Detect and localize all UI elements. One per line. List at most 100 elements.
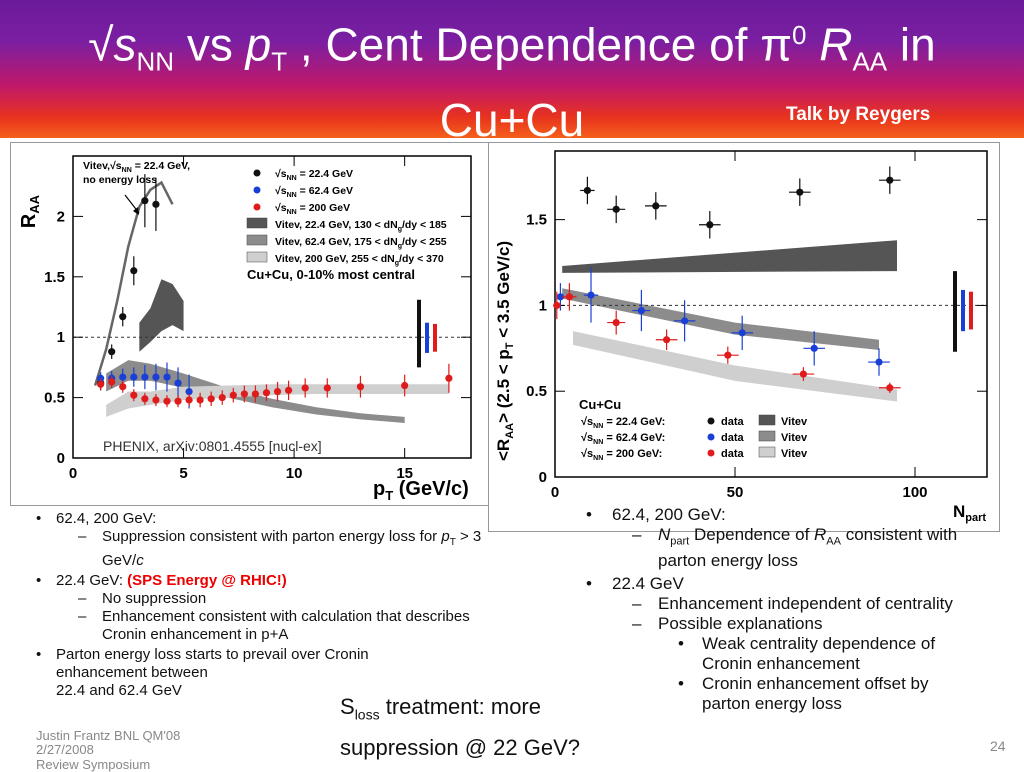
l-point-1	[163, 373, 171, 381]
left-chart: 0 5 10 15 0 0.5 1 1.5 2 √sNN = 22.4 GeV √sNN = 62…	[18, 155, 472, 503]
title-p: p	[245, 18, 272, 71]
r-point-2	[724, 351, 732, 359]
left-legend-label: √sNN = 22.4 GeV	[275, 168, 353, 182]
right-legend-label: √sNN = 22.4 GeV:	[581, 416, 665, 430]
right-bullet-2a: Enhancement independent of centrality	[570, 594, 958, 614]
left-legend-swatch	[246, 217, 268, 229]
right-chart-frame: 0 50 100 0 0.5 1 1.5 √sNN = 22.4 GeV: data Vitev…	[488, 142, 1000, 532]
l-point-2	[141, 395, 149, 403]
l-point-2	[273, 387, 282, 396]
left-source: PHENIX, arXiv:0801.4555 [nucl-ex]	[103, 438, 322, 454]
footer-date: 2/27/2008	[36, 742, 94, 757]
title-s: s	[113, 18, 137, 71]
right-legend-data-label: data	[721, 448, 745, 460]
slide-title: √sNN vs pT , Cent Dependence of π0 RAA i…	[0, 6, 1024, 149]
l-plot-frame	[72, 155, 472, 459]
l-point-2	[251, 390, 260, 398]
title-rest: , Cent Dependence of π	[287, 18, 792, 71]
l-point-2	[323, 384, 331, 392]
l-xtick-label: 0	[69, 465, 77, 482]
right-chart: 0 50 100 0 0.5 1 1.5 √sNN = 22.4 GeV: data Vitev…	[494, 150, 988, 524]
page-number: 24	[990, 738, 1006, 754]
right-bullets: 62.4, 200 GeV: Npart Dependence of RAA c…	[570, 502, 990, 714]
r-band-1	[562, 288, 879, 351]
l-point-2	[401, 381, 409, 390]
title-t: T	[271, 46, 288, 77]
l-point-2	[152, 396, 160, 404]
r-xtick-label: 100	[902, 484, 927, 501]
right-legend-data-label: data	[721, 432, 745, 444]
l-point-1	[130, 373, 138, 381]
sloss-note: Sloss treatment: more suppression @ 22 G…	[340, 694, 581, 761]
left-bullet-2a: No suppression	[18, 590, 488, 608]
title-in: in	[887, 18, 936, 71]
title-sqrt: √	[88, 18, 114, 71]
l-point-0	[119, 313, 127, 321]
l-point-2	[130, 391, 138, 399]
r-point-2	[799, 370, 807, 378]
l-ytick-label: 0	[57, 450, 65, 467]
l-ytick-label: 2	[57, 208, 65, 225]
right-legend-marker	[707, 433, 715, 441]
right-bullet-2b: Possible explanations	[570, 614, 990, 634]
left-legend-label: Vitev, 62.4 GeV, 175 < dNg/dy < 255	[275, 236, 447, 250]
title-banner	[0, 0, 1024, 138]
l-point-0	[108, 348, 116, 356]
right-bullet-2b2: Cronin enhancement offset by parton ener…	[570, 674, 962, 714]
left-bullet-1: 62.4, 200 GeV:	[18, 510, 488, 528]
left-legend-label: √sNN = 62.4 GeV	[275, 185, 353, 199]
r-xtick-label: 50	[727, 484, 744, 501]
right-bullet-2: 22.4 GeV	[570, 574, 990, 594]
title-aa: AA	[852, 46, 888, 77]
l-ytick-label: 0.5	[44, 390, 65, 407]
r-point-2	[553, 301, 561, 310]
r-point-1	[810, 344, 818, 352]
r-point-2	[663, 336, 671, 344]
left-legend-swatch	[246, 251, 268, 263]
title-nn: NN	[136, 46, 175, 77]
r-ytick-label: 1.5	[526, 212, 547, 229]
l-point-2	[445, 374, 453, 382]
r-point-1	[875, 358, 883, 366]
l-point-2	[119, 383, 127, 391]
right-bullet-2b1: Weak centrality dependence of Cronin enh…	[570, 634, 962, 674]
l-band-1	[106, 360, 405, 423]
l-ytick-label: 1.5	[44, 269, 65, 286]
l-point-2	[108, 378, 116, 386]
l-xtick-label: 5	[179, 465, 187, 482]
left-legend-marker	[253, 186, 261, 194]
left-bullet-3: Parton energy loss starts to prevail ove…	[18, 646, 496, 700]
r-point-0	[652, 202, 660, 210]
right-legend-swatch	[758, 414, 776, 426]
l-point-1	[152, 373, 160, 381]
l-point-2	[196, 396, 204, 404]
r-band-0	[562, 240, 897, 273]
l-point-1	[174, 379, 182, 387]
r-point-1	[681, 317, 689, 325]
r-point-2	[612, 318, 620, 327]
r-point-0	[612, 205, 620, 213]
right-legend-band-label: Vitev	[781, 416, 808, 428]
left-annotation-2: no energy loss	[83, 174, 157, 186]
l-point-0	[130, 267, 138, 275]
left-legend-swatch	[246, 234, 268, 246]
l-point-1	[141, 373, 149, 381]
left-bullet-2: 22.4 GeV: (SPS Energy @ RHIC!)	[18, 572, 488, 590]
l-point-1	[185, 387, 193, 396]
left-legend-label: √sNN = 200 GeV	[275, 202, 350, 216]
left-ylabel: RAA	[18, 194, 42, 228]
l-point-2	[185, 396, 193, 404]
right-bullet-1a: Npart Dependence of RAA consistent with …	[570, 525, 978, 571]
title-r: R	[819, 18, 853, 71]
r-ytick-label: 0.5	[526, 383, 547, 400]
r-band-2	[573, 331, 897, 402]
l-point-2	[301, 384, 309, 392]
left-legend-marker	[253, 169, 261, 177]
r-point-2	[565, 293, 573, 301]
l-point-1	[119, 373, 127, 381]
curve-no-energy-loss	[93, 180, 174, 386]
left-xlabel: pT (GeV/c)	[373, 478, 469, 503]
l-point-2	[240, 390, 248, 398]
left-legend-marker	[253, 203, 261, 211]
r-ytick-label: 1	[539, 297, 547, 314]
